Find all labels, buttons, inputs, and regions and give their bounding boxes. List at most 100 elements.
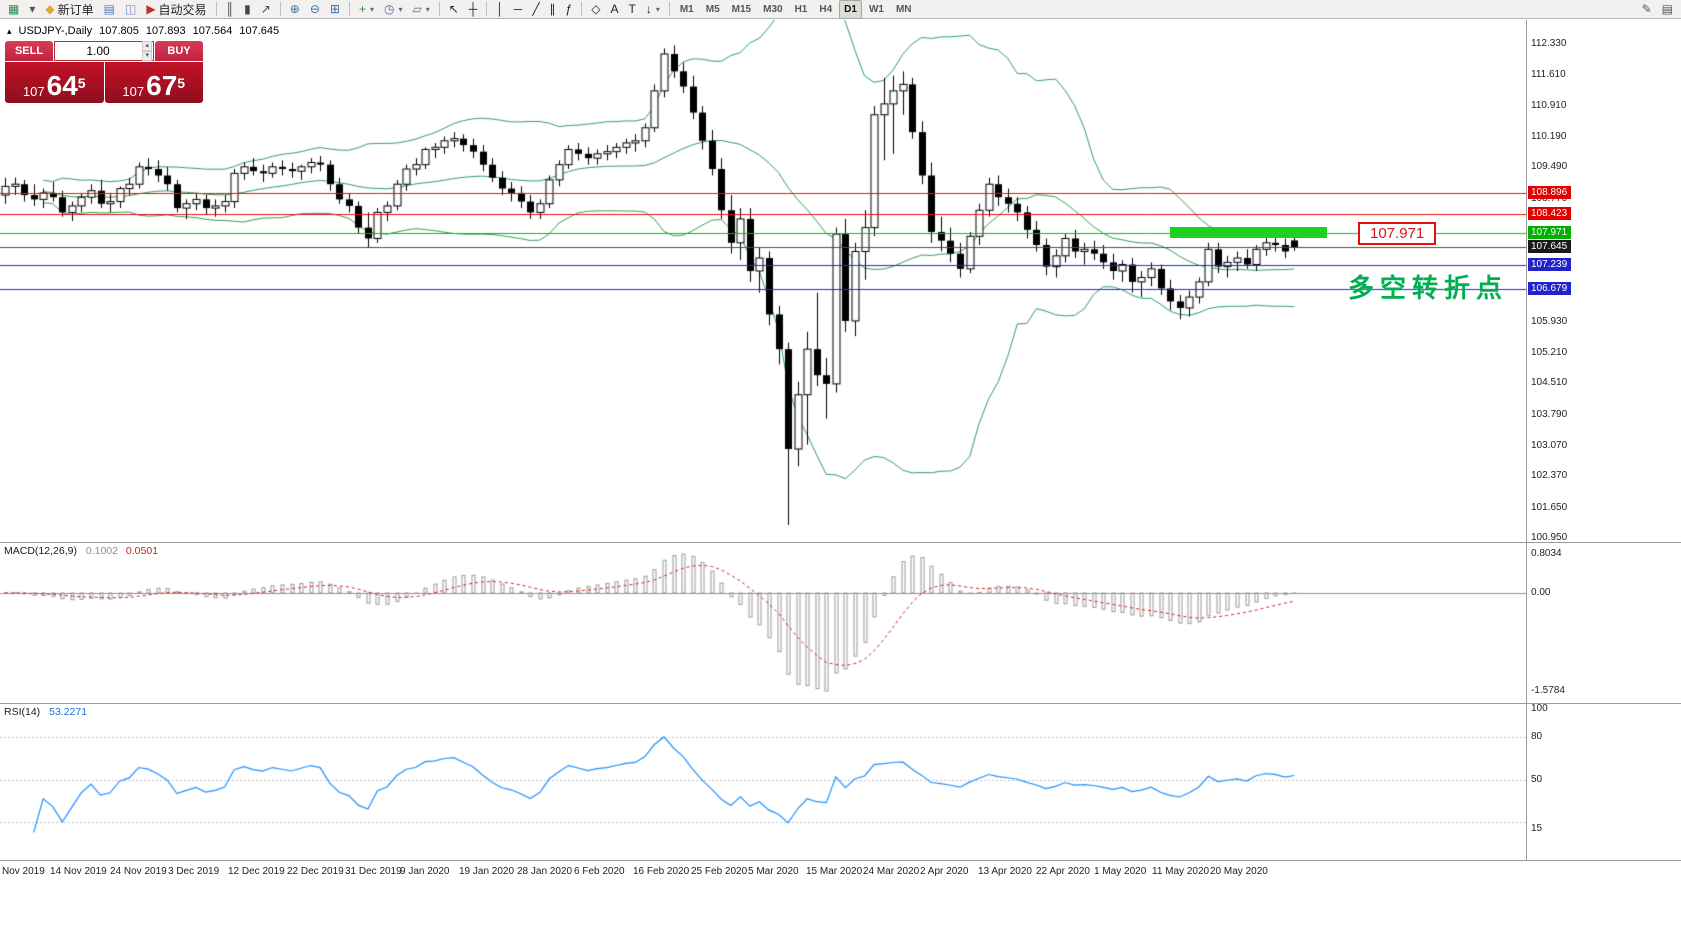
- price-tag-107.239: 107.239: [1528, 257, 1572, 271]
- periods-dropdown[interactable]: ▾: [398, 4, 403, 14]
- symbol-triangle-icon: ▴: [7, 25, 12, 36]
- timeframe-d1-button[interactable]: D1: [839, 0, 862, 19]
- zoom-in-icon: ⊕: [289, 1, 300, 16]
- time-axis-label: 25 Feb 2020: [691, 866, 748, 877]
- text-icon[interactable]: A: [606, 0, 622, 19]
- market-watch-icon[interactable]: ▤: [100, 0, 119, 19]
- time-axis-label: 3 Dec 2019: [168, 866, 220, 877]
- indicators-dropdown[interactable]: ▾: [369, 4, 374, 14]
- pencil-icon: ✎: [1641, 1, 1652, 16]
- new-order-button[interactable]: ◆ 新订单: [41, 0, 97, 19]
- sell-price-button[interactable]: 107 64 5: [5, 62, 104, 103]
- timeframe-w1-button[interactable]: W1: [868, 3, 884, 15]
- macd-panel-canvas[interactable]: [0, 542, 1526, 703]
- price-tag-107.645: 107.645: [1528, 240, 1572, 254]
- price-axis-label: 111.610: [1531, 69, 1566, 81]
- cursor-icon: ↖: [448, 1, 459, 16]
- time-axis-label: 15 Mar 2020: [806, 866, 863, 877]
- templates-icon: ▱: [412, 1, 422, 16]
- timeframe-h1-button[interactable]: H1: [794, 3, 808, 15]
- sell-price-pips: 64: [46, 70, 78, 101]
- templates-icon[interactable]: ▱ ▾: [408, 0, 433, 19]
- arrows-dropdown[interactable]: ▾: [655, 4, 660, 14]
- time-axis[interactable]: Nov 2019 14 Nov 2019 24 Nov 2019 3 Dec 2019…: [0, 862, 1681, 880]
- price-axis[interactable]: 0.8034 0.00 -1.5784 100 80 50 15 112.330 111.610…: [1527, 20, 1681, 880]
- tile-windows-icon[interactable]: ⊞: [326, 0, 344, 19]
- chart-list-icon[interactable]: ▾: [25, 0, 39, 19]
- vertical-line-icon[interactable]: │: [492, 0, 508, 19]
- timeframe-m30-button[interactable]: M30: [763, 3, 783, 15]
- price-axis-label: 105.210: [1531, 347, 1568, 359]
- support-zone-rectangle[interactable]: [1170, 227, 1327, 238]
- lot-size-input[interactable]: [55, 42, 153, 60]
- line-chart-icon[interactable]: ↗: [257, 0, 275, 19]
- timeframe-m1-button[interactable]: M1: [679, 3, 694, 15]
- time-axis-label: 12 Dec 2019: [228, 866, 285, 877]
- price-chart-canvas[interactable]: [0, 20, 1526, 542]
- rsi-indicator-label: RSI(14) 53.2271: [4, 706, 87, 718]
- timeframe-h4-button[interactable]: H4: [819, 3, 833, 15]
- macd-main-value: 0.1002: [85, 545, 118, 557]
- new-order-icon: ◆: [45, 1, 55, 16]
- buy-button[interactable]: BUY: [155, 41, 203, 61]
- crosshair-icon[interactable]: ┼: [465, 0, 482, 19]
- timeframe-m5-button[interactable]: M5: [705, 3, 720, 15]
- time-axis-label: 28 Jan 2020: [517, 866, 573, 877]
- price-axis-label: 112.330: [1531, 38, 1567, 49]
- text-label-icon[interactable]: T: [624, 0, 639, 19]
- macd-name: MACD(12,26,9): [4, 545, 77, 557]
- lot-decrease-button[interactable]: ▾: [142, 51, 152, 61]
- tile-windows-icon: ⊞: [329, 1, 340, 16]
- new-chart-icon[interactable]: ▦: [4, 0, 23, 19]
- time-axis-separator: [0, 860, 1681, 861]
- text-label-icon: T: [628, 1, 636, 16]
- time-axis-label: 11 May 2020: [1152, 866, 1210, 877]
- horizontal-line-icon[interactable]: ─: [510, 0, 527, 19]
- price-axis-label: 104.510: [1531, 377, 1568, 389]
- rsi-panel-canvas[interactable]: [0, 703, 1526, 860]
- periods-icon[interactable]: ◷ ▾: [380, 0, 407, 19]
- toolbar: ▦ ▾ ◆ 新订单 ▤ ◫ ▶ 自动交易 ║ ▮ ↗ ⊕ ⊖ ⊞ + ▾ ◷ ▾ ▱ ▾ ↖ ┼ │ ─ ╱ ∥ ƒ ◇ A T ↓ ▾ M1 M…: [0, 0, 1681, 19]
- trendline-icon[interactable]: ╱: [528, 0, 543, 19]
- navigator-icon[interactable]: ◫: [121, 0, 140, 19]
- zoom-in-icon[interactable]: ⊕: [286, 0, 304, 19]
- toolbar-separator: [348, 2, 350, 16]
- toolbar-separator: [438, 2, 440, 16]
- cursor-icon[interactable]: ↖: [445, 0, 463, 19]
- indicators-icon: +: [358, 1, 366, 16]
- lot-increase-button[interactable]: ▴: [142, 41, 152, 51]
- panel-separator-macd[interactable]: [0, 542, 1681, 543]
- price-tag-108.896: 108.896: [1528, 186, 1572, 200]
- templates-dropdown[interactable]: ▾: [425, 4, 430, 14]
- buy-price-button[interactable]: 107 67 5: [104, 62, 203, 103]
- bar-chart-icon[interactable]: ║: [222, 0, 239, 19]
- autotrading-button[interactable]: ▶ 自动交易: [142, 0, 210, 19]
- candlestick-chart-icon[interactable]: ▮: [240, 0, 255, 19]
- line-chart-icon: ↗: [260, 1, 271, 16]
- pivot-note-text[interactable]: 多空转折点: [1348, 273, 1509, 303]
- macd-signal-value: 0.0501: [125, 545, 159, 557]
- indicators-icon[interactable]: + ▾: [355, 0, 378, 19]
- fibonacci-icon[interactable]: ƒ: [562, 0, 577, 19]
- navigator-icon: ◫: [124, 1, 137, 16]
- price-tag-107.971: 107.971: [1528, 226, 1572, 240]
- time-axis-label: Nov 2019: [2, 866, 45, 877]
- rsi-value: 53.2271: [49, 706, 88, 718]
- arrows-icon[interactable]: ↓ ▾: [642, 0, 664, 19]
- panel-separator-rsi[interactable]: [0, 703, 1681, 704]
- zoom-out-icon[interactable]: ⊖: [306, 0, 324, 19]
- crosshair-icon: ┼: [468, 1, 478, 16]
- pencil-icon[interactable]: ✎: [1638, 0, 1656, 19]
- sell-button[interactable]: SELL: [5, 41, 53, 61]
- shapes-icon[interactable]: ◇: [587, 0, 604, 19]
- toolbar-separator: [581, 2, 583, 16]
- timeframe-m15-button[interactable]: M15: [731, 3, 752, 15]
- price-callout-label[interactable]: 107.971: [1358, 222, 1437, 245]
- data-window-icon[interactable]: ▤: [1658, 0, 1677, 19]
- equidistant-channel-icon[interactable]: ∥: [546, 0, 560, 19]
- price-axis-label: 101.650: [1531, 501, 1568, 513]
- toolbar-separator: [668, 2, 670, 16]
- rsi-axis-label: 50: [1531, 773, 1543, 785]
- timeframe-mn-button[interactable]: MN: [895, 3, 912, 15]
